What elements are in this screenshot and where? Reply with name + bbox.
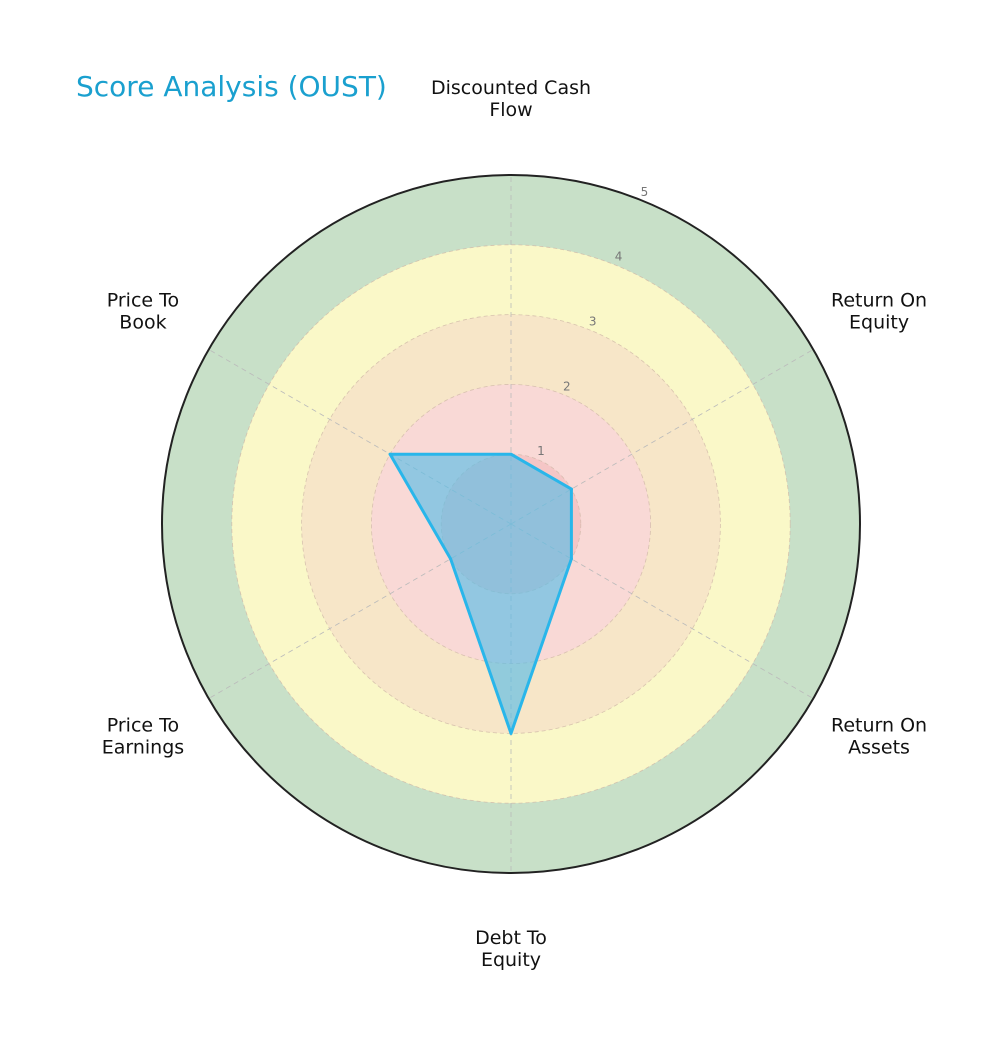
axis-label-4: Price To Earnings — [102, 715, 184, 759]
grid-ring-3 — [301, 314, 721, 734]
axis-label-2: Return On Assets — [831, 715, 927, 759]
series-point-1 — [569, 487, 573, 491]
axis-labels: Discounted Cash Flow Return On Equity Return… — [102, 77, 927, 971]
chart-title: Score Analysis (OUST) — [76, 70, 387, 103]
outer-ring — [161, 174, 861, 874]
series-point-3 — [509, 731, 513, 735]
axis-label-0: Discounted Cash Flow — [431, 77, 591, 121]
axis-label-1: Return On Equity — [831, 290, 927, 334]
tick-label-3: 3 — [589, 315, 597, 329]
series-point-4 — [449, 557, 453, 561]
score-series — [388, 452, 573, 735]
tick-label-1: 1 — [537, 444, 545, 458]
grid-ring-4 — [231, 244, 791, 804]
axis-label-3: Debt To Equity — [475, 927, 547, 971]
tick-label-4: 4 — [615, 250, 623, 264]
axis-label-5: Price To Book — [107, 290, 179, 334]
series-point-0 — [509, 452, 513, 456]
series-point-5 — [388, 452, 392, 456]
tick-label-5: 5 — [641, 185, 649, 199]
radial-tick-labels: 1 2 3 4 5 — [537, 185, 648, 458]
series-point-2 — [569, 557, 573, 561]
tick-label-2: 2 — [563, 379, 571, 393]
